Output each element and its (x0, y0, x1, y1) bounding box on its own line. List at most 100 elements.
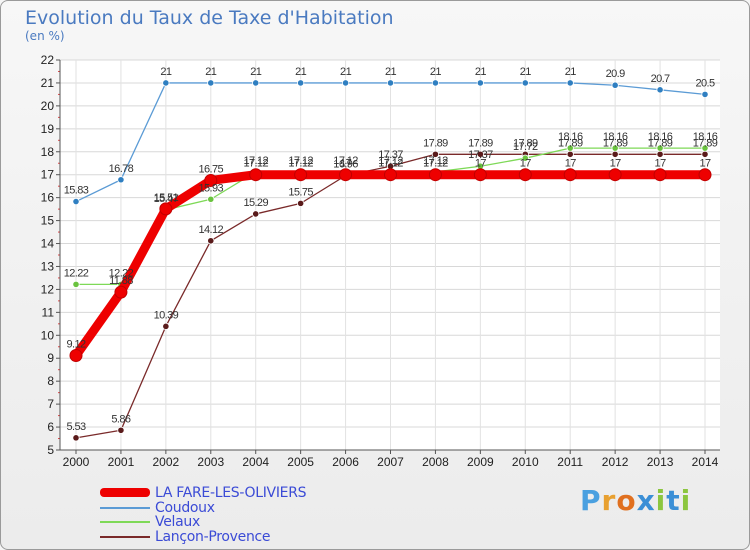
data-label: 21 (340, 66, 352, 78)
legend-label: Velaux (155, 514, 200, 530)
data-labels: 15.83 16.78 21 21 21 21 21 21 21 21 21 21 20.9 20.7 20… (64, 66, 719, 433)
data-point (297, 79, 305, 87)
data-label: 17.72 (513, 141, 538, 153)
data-label: 21 (295, 66, 307, 78)
data-point (252, 210, 260, 218)
data-point (72, 434, 80, 442)
data-label: 17.12 (423, 158, 448, 170)
data-label: 17 (699, 158, 711, 170)
data-label: 17.12 (378, 155, 403, 167)
data-point (476, 79, 484, 87)
y-tick-label: 10 (41, 328, 55, 342)
x-tick-label: 2013 (647, 455, 674, 469)
data-point (117, 176, 125, 184)
y-tick-label: 19 (41, 122, 55, 136)
data-label: 17.37 (468, 149, 493, 161)
data-label: 21 (250, 66, 262, 78)
data-label: 12.22 (64, 267, 89, 279)
data-point (611, 81, 619, 89)
data-point (563, 168, 577, 182)
x-tick-label: 2006 (332, 455, 359, 469)
data-point (72, 280, 80, 288)
data-label: 17.89 (693, 137, 718, 149)
data-label: 10.39 (154, 309, 179, 321)
logo-letter: i (680, 484, 692, 517)
data-label: 17.89 (603, 137, 628, 149)
data-label: 21 (160, 66, 172, 78)
y-tick-label: 7 (47, 397, 54, 411)
data-label: 21 (385, 66, 397, 78)
data-label: 17.89 (513, 137, 538, 149)
x-tick-label: 2012 (602, 455, 629, 469)
logo-letter: i (655, 484, 667, 517)
data-label: 12.22 (109, 267, 134, 279)
data-label: 21 (475, 66, 487, 78)
data-point (159, 202, 173, 216)
data-label: 15.93 (199, 182, 224, 194)
logo-letter: P (580, 484, 602, 517)
data-label: 17 (340, 158, 352, 170)
series-group (69, 79, 712, 442)
data-point (162, 322, 170, 330)
data-point (386, 79, 395, 87)
data-point (117, 426, 125, 434)
data-point (428, 168, 442, 182)
legend-label: Coudoux (155, 499, 215, 516)
y-tick-label: 13 (41, 259, 55, 273)
x-tick-label: 2003 (197, 455, 224, 469)
data-point (297, 199, 305, 207)
data-point (701, 144, 709, 152)
data-point (656, 150, 664, 158)
x-tick-label: 2010 (512, 455, 539, 469)
x-tick-label: 2004 (242, 455, 269, 469)
data-label: 11.88 (109, 275, 133, 287)
data-point (207, 195, 215, 203)
data-point (207, 237, 215, 245)
legend-label: LA FARE-LES-OLIVIERS (155, 485, 307, 501)
data-point (69, 348, 83, 362)
data-point (608, 168, 622, 182)
data-point (566, 150, 574, 158)
data-label: 21 (430, 66, 442, 78)
y-tick-label: 20 (41, 99, 55, 113)
data-label: 16.78 (109, 163, 134, 175)
data-label: 17.12 (333, 155, 358, 167)
x-tick-label: 2011 (557, 455, 583, 469)
grid (60, 59, 720, 451)
data-point (521, 154, 529, 162)
y-tick-label: 18 (41, 145, 55, 159)
data-point (701, 150, 709, 158)
data-label: 21 (520, 66, 532, 78)
legend-swatch (100, 535, 150, 538)
logo-letter: r (601, 484, 617, 517)
y-tick-label: 5 (47, 443, 54, 457)
data-label: 18.16 (558, 131, 583, 143)
data-point (521, 79, 529, 87)
data-label: 15.29 (243, 197, 268, 209)
data-label: 17 (520, 158, 532, 170)
legend-swatch (100, 521, 150, 523)
data-label: 17.89 (558, 137, 583, 149)
data-label: 16.75 (199, 163, 224, 175)
data-point (518, 168, 532, 182)
data-label: 21 (565, 66, 577, 78)
logo-letter: o (616, 484, 637, 517)
data-point (207, 79, 215, 87)
chart-title: Evolution du Taux de Taxe d'Habitation (25, 7, 394, 29)
data-label: 16.96 (333, 159, 358, 171)
chart-unit-label: (en %) (25, 29, 65, 43)
data-label: 14.12 (199, 224, 224, 236)
data-label: 20.9 (606, 68, 625, 80)
data-label: 17.12 (378, 158, 403, 170)
data-point (698, 168, 712, 182)
data-point (249, 168, 263, 182)
data-point (701, 90, 709, 99)
data-point (473, 168, 487, 182)
data-label: 20.5 (695, 77, 714, 89)
y-tick-label: 21 (41, 76, 55, 90)
data-label: 15.47 (154, 193, 179, 205)
y-tick-label: 11 (42, 305, 55, 319)
data-point (431, 150, 440, 158)
data-point (476, 150, 484, 158)
